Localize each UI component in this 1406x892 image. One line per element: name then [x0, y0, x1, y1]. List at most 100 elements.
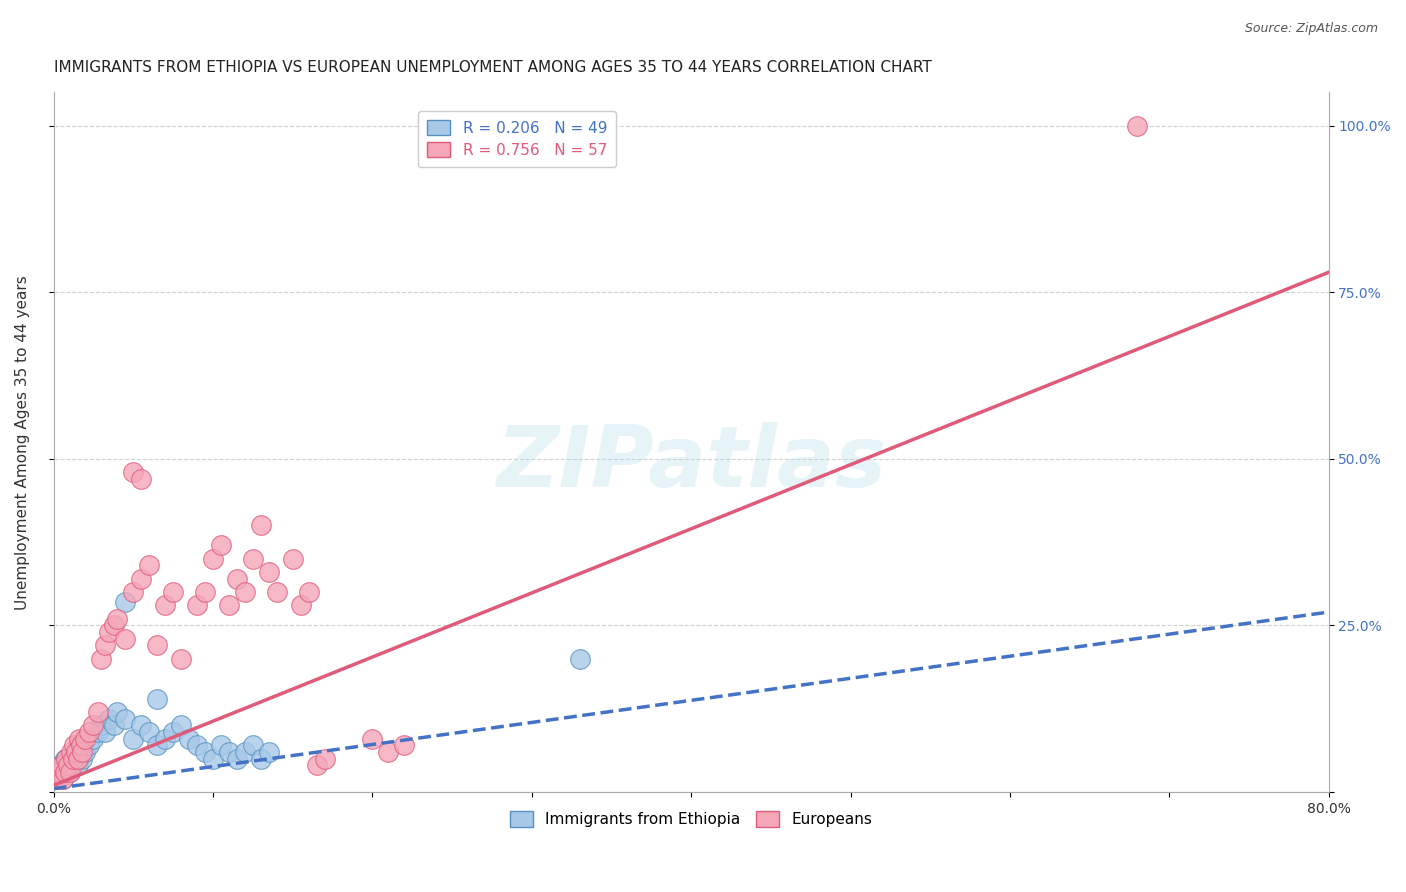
Point	[266, 585, 288, 599]
Point	[129, 718, 152, 732]
Point	[314, 752, 336, 766]
Point	[146, 691, 169, 706]
Point	[72, 745, 94, 759]
Point	[52, 772, 75, 786]
Point	[186, 599, 208, 613]
Point	[298, 585, 321, 599]
Point	[82, 718, 104, 732]
Point	[87, 705, 110, 719]
Point	[162, 585, 184, 599]
Point	[60, 745, 83, 759]
Point	[58, 764, 80, 779]
Y-axis label: Unemployment Among Ages 35 to 44 years: Unemployment Among Ages 35 to 44 years	[15, 275, 30, 609]
Point	[72, 752, 94, 766]
Point	[305, 758, 328, 772]
Point	[194, 745, 217, 759]
Point	[568, 651, 591, 665]
Point	[67, 731, 90, 746]
Point	[105, 612, 128, 626]
Point	[218, 599, 240, 613]
Text: ZIPatlas: ZIPatlas	[496, 422, 886, 505]
Point	[114, 595, 136, 609]
Point	[281, 551, 304, 566]
Point	[233, 585, 256, 599]
Point	[186, 739, 208, 753]
Point	[48, 772, 70, 786]
Point	[55, 752, 77, 766]
Point	[93, 725, 115, 739]
Point	[122, 465, 145, 479]
Point	[75, 731, 97, 746]
Point	[201, 752, 224, 766]
Point	[103, 718, 125, 732]
Point	[153, 731, 176, 746]
Point	[98, 625, 121, 640]
Point	[75, 745, 97, 759]
Point	[45, 764, 67, 779]
Point	[129, 572, 152, 586]
Point	[63, 745, 86, 759]
Point	[65, 745, 87, 759]
Point	[242, 739, 264, 753]
Point	[77, 725, 100, 739]
Point	[82, 731, 104, 746]
Point	[45, 764, 67, 779]
Point	[44, 772, 66, 786]
Point	[209, 539, 232, 553]
Point	[87, 725, 110, 739]
Point	[138, 558, 160, 573]
Point	[257, 565, 280, 579]
Point	[138, 725, 160, 739]
Point	[361, 731, 384, 746]
Point	[93, 639, 115, 653]
Legend: Immigrants from Ethiopia, Europeans: Immigrants from Ethiopia, Europeans	[505, 805, 879, 833]
Point	[209, 739, 232, 753]
Point	[394, 739, 416, 753]
Point	[114, 712, 136, 726]
Point	[129, 472, 152, 486]
Point	[62, 752, 84, 766]
Point	[146, 639, 169, 653]
Point	[58, 764, 80, 779]
Point	[49, 758, 72, 772]
Point	[122, 585, 145, 599]
Point	[153, 599, 176, 613]
Point	[60, 752, 83, 766]
Point	[66, 758, 89, 772]
Point	[218, 745, 240, 759]
Point	[225, 752, 247, 766]
Point	[114, 632, 136, 646]
Point	[98, 712, 121, 726]
Point	[53, 764, 76, 779]
Point	[63, 739, 86, 753]
Point	[233, 745, 256, 759]
Point	[290, 599, 312, 613]
Point	[67, 739, 90, 753]
Point	[56, 758, 79, 772]
Point	[90, 651, 112, 665]
Point	[162, 725, 184, 739]
Point	[170, 651, 193, 665]
Point	[146, 739, 169, 753]
Point	[62, 758, 84, 772]
Point	[103, 618, 125, 632]
Point	[177, 731, 200, 746]
Point	[77, 739, 100, 753]
Text: Source: ZipAtlas.com: Source: ZipAtlas.com	[1244, 22, 1378, 36]
Point	[65, 752, 87, 766]
Point	[122, 731, 145, 746]
Point	[48, 772, 70, 786]
Point	[105, 705, 128, 719]
Point	[257, 745, 280, 759]
Point	[201, 551, 224, 566]
Point	[49, 764, 72, 779]
Point	[56, 758, 79, 772]
Point	[90, 718, 112, 732]
Point	[377, 745, 399, 759]
Point	[249, 752, 271, 766]
Point	[170, 718, 193, 732]
Point	[69, 745, 91, 759]
Point	[44, 772, 66, 786]
Point	[51, 764, 73, 779]
Point	[51, 758, 73, 772]
